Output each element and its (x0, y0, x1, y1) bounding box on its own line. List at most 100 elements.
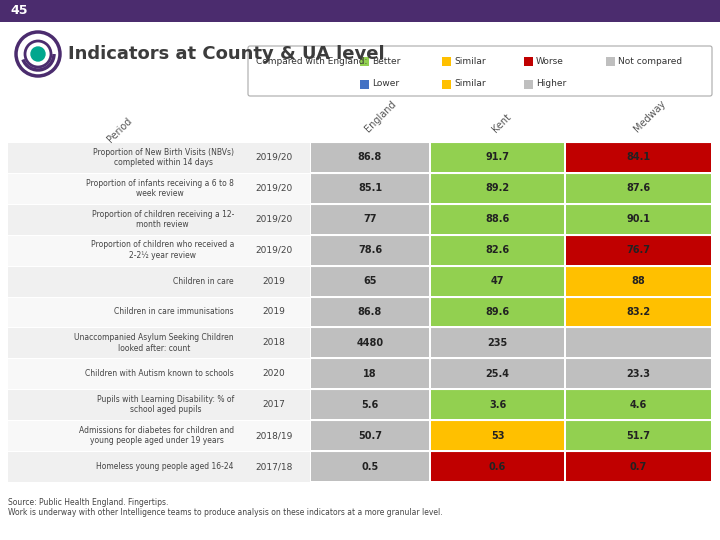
Text: Period: Period (105, 116, 134, 145)
FancyBboxPatch shape (311, 267, 429, 295)
FancyBboxPatch shape (566, 359, 711, 388)
FancyBboxPatch shape (431, 359, 564, 388)
Text: 2017/18: 2017/18 (256, 462, 293, 471)
FancyBboxPatch shape (8, 451, 310, 482)
FancyBboxPatch shape (431, 143, 564, 172)
Text: 2018: 2018 (263, 339, 285, 347)
Text: Similar: Similar (454, 79, 485, 89)
Text: 50.7: 50.7 (358, 430, 382, 441)
Text: 2017: 2017 (263, 400, 285, 409)
Text: Proportion of children who received a
2-2½ year review: Proportion of children who received a 2-… (91, 240, 234, 260)
Text: 18: 18 (363, 369, 377, 379)
Text: 2019: 2019 (263, 276, 285, 286)
Text: Better: Better (372, 57, 400, 65)
Text: 235: 235 (487, 338, 508, 348)
FancyBboxPatch shape (8, 389, 310, 420)
Text: 2019/20: 2019/20 (256, 215, 292, 224)
FancyBboxPatch shape (431, 236, 564, 265)
Text: Proportion of children receiving a 12-
month review: Proportion of children receiving a 12- m… (91, 210, 234, 229)
FancyBboxPatch shape (311, 452, 429, 481)
Text: 47: 47 (491, 276, 504, 286)
FancyBboxPatch shape (524, 79, 533, 89)
FancyBboxPatch shape (431, 298, 564, 327)
Text: Compared with England:: Compared with England: (256, 57, 367, 65)
Text: 90.1: 90.1 (626, 214, 650, 224)
Text: 86.8: 86.8 (358, 307, 382, 317)
Text: Higher: Higher (536, 79, 566, 89)
Text: Kent: Kent (490, 111, 513, 134)
Text: Indicators at County & UA level: Indicators at County & UA level (68, 45, 384, 63)
Text: Admissions for diabetes for children and
young people aged under 19 years: Admissions for diabetes for children and… (79, 426, 234, 445)
Text: Children in care immunisations: Children in care immunisations (114, 307, 234, 316)
FancyBboxPatch shape (8, 359, 310, 389)
Text: Proportion of New Birth Visits (NBVs)
completed within 14 days: Proportion of New Birth Visits (NBVs) co… (93, 148, 234, 167)
FancyBboxPatch shape (311, 359, 429, 388)
Text: 83.2: 83.2 (626, 307, 651, 317)
FancyBboxPatch shape (566, 421, 711, 450)
FancyBboxPatch shape (0, 0, 720, 22)
FancyBboxPatch shape (8, 204, 310, 235)
FancyBboxPatch shape (8, 266, 310, 296)
FancyBboxPatch shape (566, 143, 711, 172)
Text: 91.7: 91.7 (485, 152, 510, 163)
FancyBboxPatch shape (566, 328, 711, 357)
Text: 0.5: 0.5 (361, 462, 379, 471)
FancyBboxPatch shape (431, 174, 564, 203)
Text: 2019: 2019 (263, 307, 285, 316)
Text: Unaccompanied Asylum Seeking Children
looked after: count: Unaccompanied Asylum Seeking Children lo… (74, 333, 234, 353)
Text: England: England (363, 99, 398, 134)
Text: 89.2: 89.2 (485, 184, 510, 193)
FancyBboxPatch shape (566, 267, 711, 295)
FancyBboxPatch shape (8, 420, 310, 451)
FancyBboxPatch shape (8, 142, 310, 173)
FancyBboxPatch shape (311, 174, 429, 203)
FancyBboxPatch shape (431, 390, 564, 419)
FancyBboxPatch shape (360, 79, 369, 89)
Text: 88.6: 88.6 (485, 214, 510, 224)
Text: Not compared: Not compared (618, 57, 682, 65)
Text: 86.8: 86.8 (358, 152, 382, 163)
Text: 78.6: 78.6 (358, 245, 382, 255)
Text: 89.6: 89.6 (485, 307, 510, 317)
FancyBboxPatch shape (566, 236, 711, 265)
Text: 65: 65 (364, 276, 377, 286)
FancyBboxPatch shape (8, 296, 310, 327)
FancyBboxPatch shape (360, 57, 369, 65)
FancyBboxPatch shape (566, 174, 711, 203)
Text: 45: 45 (10, 4, 27, 17)
Text: 85.1: 85.1 (358, 184, 382, 193)
FancyBboxPatch shape (524, 57, 533, 65)
Text: 4.6: 4.6 (630, 400, 647, 410)
Text: 25.4: 25.4 (485, 369, 510, 379)
Text: Children with Autism known to schools: Children with Autism known to schools (85, 369, 234, 379)
Text: 84.1: 84.1 (626, 152, 651, 163)
FancyBboxPatch shape (431, 421, 564, 450)
Text: 82.6: 82.6 (485, 245, 510, 255)
FancyBboxPatch shape (311, 205, 429, 234)
FancyBboxPatch shape (311, 143, 429, 172)
Text: Worse: Worse (536, 57, 564, 65)
FancyBboxPatch shape (566, 452, 711, 481)
Text: 2019/20: 2019/20 (256, 153, 292, 162)
FancyBboxPatch shape (566, 205, 711, 234)
Text: 77: 77 (364, 214, 377, 224)
Text: Children in care: Children in care (174, 276, 234, 286)
Text: 0.7: 0.7 (630, 462, 647, 471)
Text: 23.3: 23.3 (626, 369, 650, 379)
Text: Pupils with Learning Disability: % of
school aged pupils: Pupils with Learning Disability: % of sc… (96, 395, 234, 414)
FancyBboxPatch shape (431, 452, 564, 481)
FancyBboxPatch shape (606, 57, 615, 65)
Text: 2019/20: 2019/20 (256, 246, 292, 255)
Text: 51.7: 51.7 (626, 430, 650, 441)
FancyBboxPatch shape (431, 205, 564, 234)
FancyBboxPatch shape (431, 328, 564, 357)
Text: 2019/20: 2019/20 (256, 184, 292, 193)
FancyBboxPatch shape (8, 327, 310, 359)
FancyBboxPatch shape (248, 46, 712, 96)
Text: Homeless young people aged 16-24: Homeless young people aged 16-24 (96, 462, 234, 471)
Text: 3.6: 3.6 (489, 400, 506, 410)
Text: 76.7: 76.7 (626, 245, 650, 255)
Text: Medway: Medway (631, 98, 667, 134)
FancyBboxPatch shape (566, 298, 711, 327)
Text: 0.6: 0.6 (489, 462, 506, 471)
